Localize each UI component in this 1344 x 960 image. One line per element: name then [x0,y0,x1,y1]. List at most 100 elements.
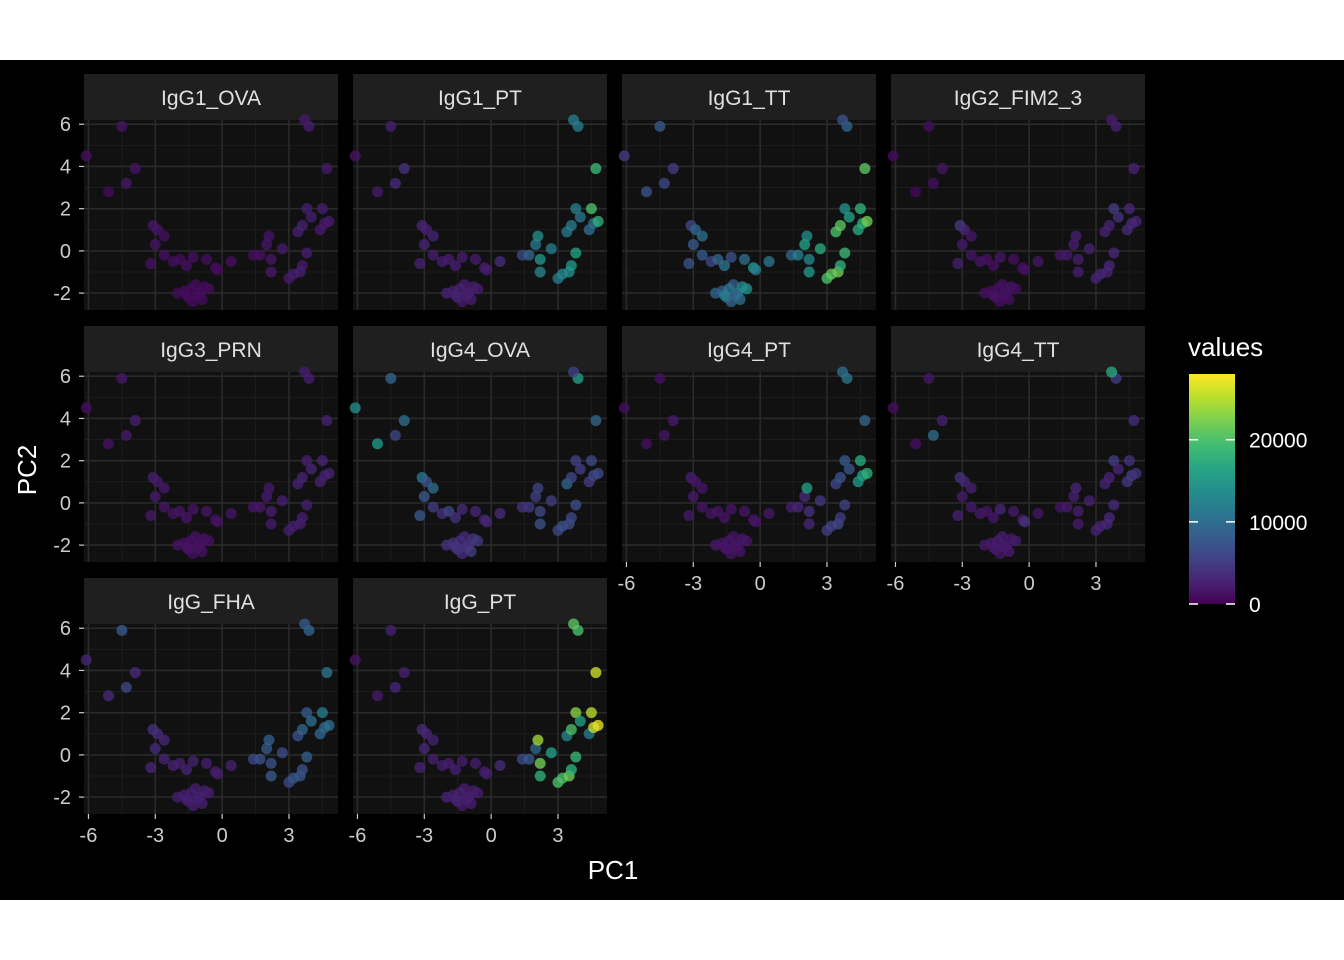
data-point [129,163,141,175]
data-point [494,255,506,267]
data-point [261,491,273,503]
y-tick-label: 6 [60,114,71,136]
data-point [305,715,317,727]
data-point [618,150,630,162]
data-point [449,289,461,301]
data-point [839,499,851,511]
data-point [418,239,430,251]
data-point [276,243,288,255]
data-point [263,482,275,494]
data-point [120,429,132,441]
y-tick-label: 2 [60,451,71,473]
data-point [1072,505,1084,517]
data-point [305,211,317,223]
data-point [545,747,557,759]
data-point [530,743,542,755]
data-point [532,482,544,494]
data-point [103,438,115,450]
legend-tick-label: 20000 [1249,430,1307,453]
facet-label: IgG_PT [444,591,517,614]
data-point [180,541,192,553]
data-point [545,495,557,507]
x-tick-label: 3 [283,825,294,847]
data-point [1103,472,1115,484]
data-point [994,251,1006,263]
data-point [803,505,815,517]
data-point [494,507,506,519]
data-point [859,163,871,175]
data-point [530,239,542,251]
data-point [1130,215,1142,227]
data-point [158,501,170,513]
facet-strip [891,74,1145,120]
data-point [465,293,477,305]
y-axis-title: PC2 [12,445,42,496]
data-point [687,491,699,503]
data-point [349,402,361,414]
data-point [739,505,751,517]
data-point [574,211,586,223]
data-point [592,467,604,479]
data-point [618,402,630,414]
data-point [799,491,811,503]
facet-label: IgG1_TT [708,87,791,110]
data-point [212,516,224,528]
data-point [534,518,546,530]
data-point [203,535,215,547]
data-point [1128,415,1140,427]
data-point [398,163,410,175]
chart-figure: IgG1_OVA -2 0 2 4 6 IgG1_PT IgG1_TT IgG2_FIM2_3 I… [0,60,1344,900]
faceted-scatter-chart: IgG1_OVA -2 0 2 4 6 IgG1_PT IgG1_TT IgG2_FIM2_3 I… [12,74,1307,885]
data-point [887,150,899,162]
data-point [158,734,170,746]
data-point [449,512,461,524]
data-point [718,289,730,301]
x-tick-label: -6 [349,825,367,847]
data-point [1112,211,1124,223]
data-point [792,249,804,261]
data-point [276,495,288,507]
data-point [301,707,313,719]
data-point [265,518,277,530]
data-point [837,366,849,378]
data-point [952,510,964,522]
x-tick-label: 3 [821,573,832,595]
data-point [1130,467,1142,479]
x-tick-label: 0 [755,573,766,595]
data-point [296,260,308,272]
data-point [1072,253,1084,265]
data-point [276,747,288,759]
data-point [834,220,846,232]
data-point [861,467,873,479]
data-point [854,455,866,467]
data-point [129,415,141,427]
data-point [196,293,208,305]
data-point [801,482,813,494]
data-point [145,510,157,522]
data-point [927,429,939,441]
x-tick-label: 0 [217,825,228,847]
data-point [120,177,132,189]
data-point [792,501,804,513]
data-point [149,491,161,503]
y-tick-label: 0 [60,493,71,515]
data-point [456,251,468,263]
data-point [641,438,653,450]
data-point [590,163,602,175]
data-point [481,516,493,528]
data-point [465,797,477,809]
y-tick-label: 4 [60,156,71,178]
data-point [534,253,546,265]
facet-strip [84,74,338,120]
facet-strip [891,326,1145,372]
data-point [927,177,939,189]
data-point [481,768,493,780]
data-point [658,177,670,189]
data-point [834,512,846,524]
data-point [1123,455,1135,467]
data-point [994,503,1006,515]
data-point [667,415,679,427]
x-tick-label: 3 [1090,573,1101,595]
data-point [523,753,535,765]
data-point [180,289,192,301]
